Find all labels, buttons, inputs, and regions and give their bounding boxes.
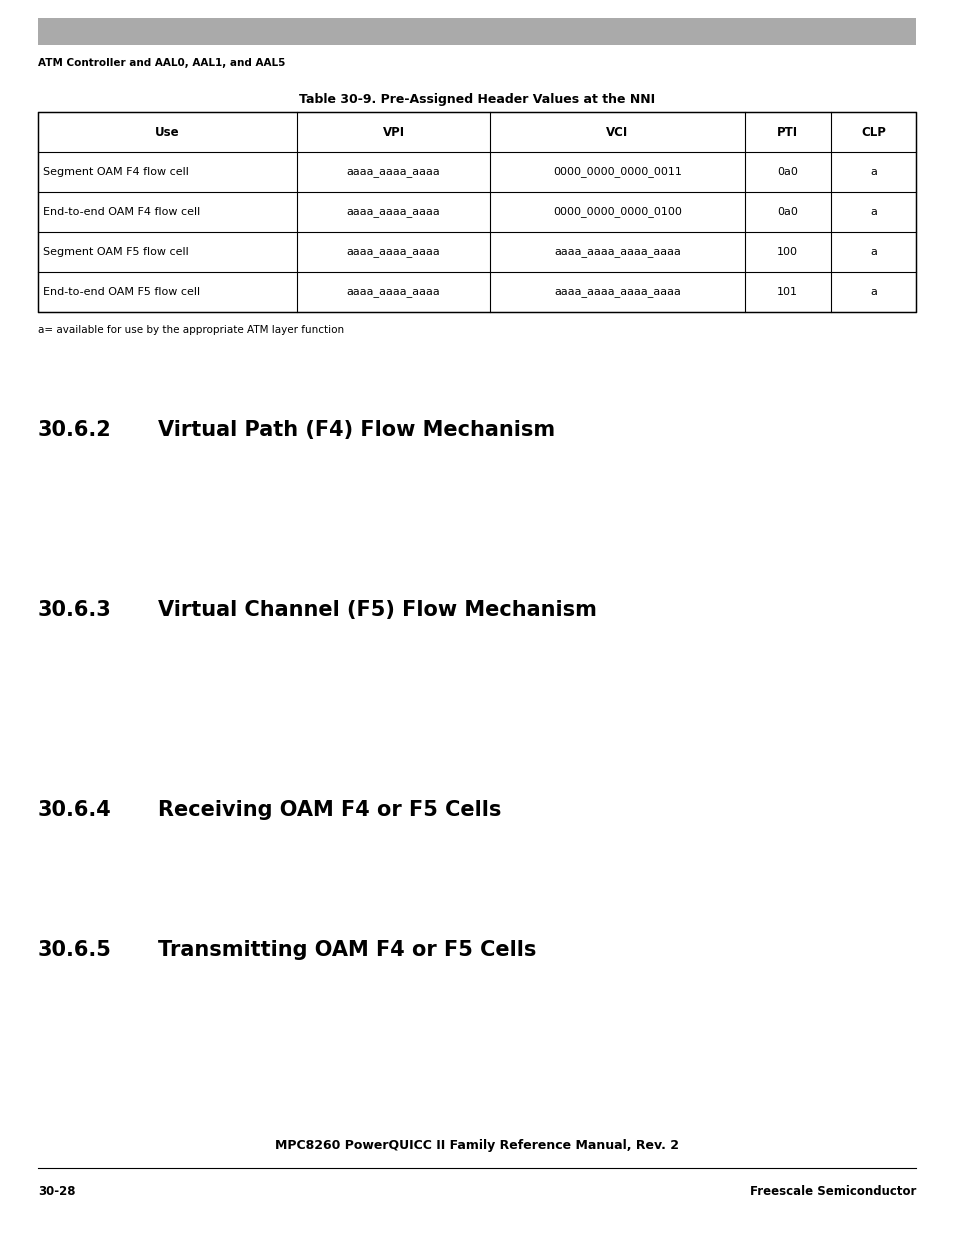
Text: Freescale Semiconductor: Freescale Semiconductor	[749, 1186, 915, 1198]
Text: ATM Controller and AAL0, AAL1, and AAL5: ATM Controller and AAL0, AAL1, and AAL5	[38, 58, 285, 68]
Text: Virtual Channel (F5) Flow Mechanism: Virtual Channel (F5) Flow Mechanism	[158, 600, 597, 620]
Text: a: a	[869, 207, 876, 217]
Text: Segment OAM F5 flow cell: Segment OAM F5 flow cell	[43, 247, 189, 257]
Bar	[38, 112, 915, 312]
Text: PTI: PTI	[777, 126, 798, 138]
Text: a: a	[869, 167, 876, 177]
Text: VCI: VCI	[606, 126, 628, 138]
Text: 0000_0000_0000_0100: 0000_0000_0000_0100	[553, 206, 681, 217]
Text: VPI: VPI	[382, 126, 404, 138]
Text: 30.6.5: 30.6.5	[38, 940, 112, 960]
Text: 100: 100	[777, 247, 798, 257]
Text: Table 30-9. Pre-Assigned Header Values at the NNI: Table 30-9. Pre-Assigned Header Values a…	[298, 93, 655, 106]
Text: a: a	[869, 247, 876, 257]
Text: aaaa_aaaa_aaaa: aaaa_aaaa_aaaa	[346, 207, 440, 217]
Text: aaaa_aaaa_aaaa: aaaa_aaaa_aaaa	[346, 287, 440, 296]
Text: aaaa_aaaa_aaaa: aaaa_aaaa_aaaa	[346, 247, 440, 257]
Text: aaaa_aaaa_aaaa_aaaa: aaaa_aaaa_aaaa_aaaa	[554, 287, 680, 296]
Text: End-to-end OAM F5 flow cell: End-to-end OAM F5 flow cell	[43, 287, 200, 296]
Bar	[38, 19, 915, 44]
Text: Virtual Path (F4) Flow Mechanism: Virtual Path (F4) Flow Mechanism	[158, 420, 555, 440]
Text: 30.6.4: 30.6.4	[38, 800, 112, 820]
Text: 101: 101	[777, 287, 798, 296]
Text: Transmitting OAM F4 or F5 Cells: Transmitting OAM F4 or F5 Cells	[158, 940, 536, 960]
Text: End-to-end OAM F4 flow cell: End-to-end OAM F4 flow cell	[43, 207, 200, 217]
Text: aaaa_aaaa_aaaa_aaaa: aaaa_aaaa_aaaa_aaaa	[554, 247, 680, 257]
Text: Receiving OAM F4 or F5 Cells: Receiving OAM F4 or F5 Cells	[158, 800, 501, 820]
Text: 30.6.3: 30.6.3	[38, 600, 112, 620]
Text: CLP: CLP	[860, 126, 885, 138]
Text: Segment OAM F4 flow cell: Segment OAM F4 flow cell	[43, 167, 189, 177]
Text: a: a	[869, 287, 876, 296]
Text: Use: Use	[155, 126, 179, 138]
Text: aaaa_aaaa_aaaa: aaaa_aaaa_aaaa	[346, 167, 440, 177]
Text: 0a0: 0a0	[777, 167, 798, 177]
Text: 30-28: 30-28	[38, 1186, 75, 1198]
Text: 0a0: 0a0	[777, 207, 798, 217]
Text: 30.6.2: 30.6.2	[38, 420, 112, 440]
Text: a= available for use by the appropriate ATM layer function: a= available for use by the appropriate …	[38, 325, 344, 335]
Text: 0000_0000_0000_0011: 0000_0000_0000_0011	[553, 167, 681, 178]
Text: MPC8260 PowerQUICC II Family Reference Manual, Rev. 2: MPC8260 PowerQUICC II Family Reference M…	[274, 1139, 679, 1152]
